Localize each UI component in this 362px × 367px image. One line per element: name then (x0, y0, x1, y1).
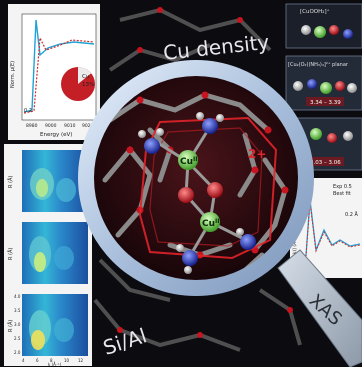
wavelet-ylabel: R (Å) (7, 248, 14, 260)
xanes-xlabel: Energy (eV) (40, 132, 72, 138)
exafs-legend-exp: Exp 0.5 (333, 184, 352, 190)
cu-bottom-label: CuII (202, 218, 219, 229)
framework-oxygen-background (117, 7, 293, 338)
magnifier-handle (277, 249, 362, 367)
exafs-exp-line (299, 199, 361, 261)
copper-peroxo-cluster: CuII CuII 2+ (138, 112, 266, 274)
cu-density-label: Cu density (162, 30, 270, 65)
wavelet-x-tick: 8 (50, 358, 53, 363)
xanes-y-tick: 0.2 (24, 108, 32, 114)
pie-label: Cu (82, 74, 89, 80)
wavelet-x-tick: 12 (78, 358, 84, 363)
cluster-frame (138, 116, 278, 260)
hydrogen-atom-icon (156, 128, 164, 136)
hydrogen-atom-icon (138, 130, 146, 138)
wavelet-y-tick: 3.5 (14, 308, 21, 313)
wavelet-y-tick: 2.0 (14, 350, 21, 355)
copper-atom-icon (200, 212, 220, 232)
hydrogen-atom-icon (196, 112, 204, 120)
wavelet-xlabel: k (Å⁻¹) (48, 362, 62, 367)
oxygen-atom-icon (207, 182, 223, 198)
oxygen-atom-icon (178, 187, 194, 203)
hydrogen-atom-icon (236, 228, 244, 236)
xanes-ylabel: Norm. µ(E) (10, 61, 16, 88)
nitrogen-atom-icon (144, 138, 160, 154)
xanes-x-tick: 9000 (45, 123, 57, 129)
wavelet-x-tick: 6 (36, 358, 39, 363)
hydrogen-atom-icon (176, 244, 184, 252)
magnifier-icon (78, 60, 362, 367)
hydrogen-atom-icon (216, 114, 224, 122)
xanes-x-tick: 9020 (82, 123, 94, 129)
copper-atom-icon (178, 150, 198, 170)
cu-top-label: CuII (180, 156, 197, 167)
xanes-x-tick: 8980 (26, 123, 38, 129)
xanes-panel: Cu 13% 0.2 Norm. µ(E) 8980 9000 9010 902… (8, 4, 100, 140)
exafs-fit-line (299, 202, 361, 262)
structure-title-2: [Cu₂(O₂)(NH₃)₄]²⁺ planar (288, 62, 349, 68)
xanes-x-tick: 9010 (64, 123, 76, 129)
wavelet-panels: R (Å) R (Å) R (Å) 4.0 3.5 3.0 2.5 2.0 4 … (4, 144, 92, 367)
exafs-annotation: 0.2 Å (345, 211, 359, 218)
wavelet-y-tick: 3.0 (14, 322, 21, 327)
magnifier-ring (78, 60, 314, 296)
nitrogen-atom-icon (182, 250, 198, 266)
wavelet-ylabel: R (Å) (7, 176, 14, 188)
charge-label: 2+ (248, 147, 266, 161)
wavelet-y-tick: 2.5 (14, 336, 21, 341)
structure-detail-2: 3.34 – 3.39 (310, 100, 341, 106)
wavelet-y-tick: 4.0 (14, 294, 21, 299)
wavelet-ylabel: R (Å) (7, 320, 14, 332)
structure-detail-3: 3.03 – 3.06 (310, 160, 341, 166)
xanes-line-blue (23, 19, 95, 113)
exafs-ylabel: FT[k²χ(k)] (Å⁻³) (291, 236, 298, 270)
exafs-legend-fit: Best fit (333, 191, 351, 197)
cu-fraction-slice (78, 67, 92, 84)
nitrogen-atom-icon (202, 118, 218, 134)
pie-value: 13% (82, 82, 94, 88)
structure-title-1: [CuOOH₂]⁺ (300, 8, 330, 15)
wavelet-x-tick: 10 (64, 358, 70, 363)
nitrogen-atom-icon (240, 234, 256, 250)
si-al-label: Si/Al (100, 323, 149, 359)
wavelet-x-tick: 4 (22, 358, 25, 363)
hydrogen-atom-icon (184, 266, 192, 274)
xanes-x-ticks: 8980 9000 9010 9020 (26, 123, 94, 129)
